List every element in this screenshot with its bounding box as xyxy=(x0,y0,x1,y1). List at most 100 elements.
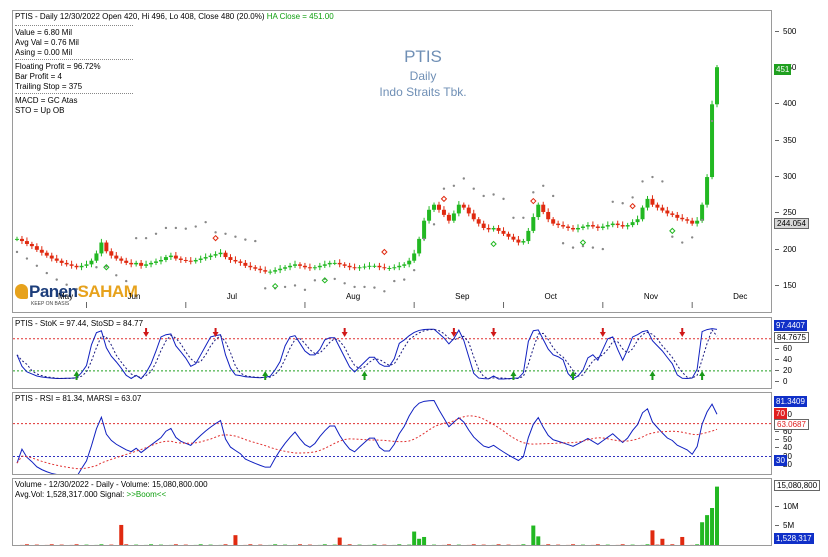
series-line-rsi xyxy=(16,400,718,474)
sar-dot xyxy=(492,193,495,196)
arrow-up-icon xyxy=(262,371,269,380)
candle-body xyxy=(635,219,640,223)
candle-body xyxy=(347,265,352,268)
marsi-tag: 63.0687 xyxy=(774,419,809,430)
rsi-info: PTIS - RSI = 81.34, MARSI = 63.07 xyxy=(15,394,142,403)
volume-bar xyxy=(30,545,34,546)
series-line-stosd xyxy=(16,328,718,380)
candle-body xyxy=(168,255,173,258)
candle-body xyxy=(94,253,99,261)
arrow-up-icon xyxy=(510,371,517,380)
sar-dot xyxy=(671,235,674,238)
volume-bar xyxy=(268,544,273,545)
volume-bar xyxy=(546,544,551,545)
sar-dot xyxy=(621,202,624,205)
sar-dot xyxy=(482,194,485,198)
volume-pane[interactable]: Volume - 12/30/2022 - Daily - Volume: 15… xyxy=(12,478,772,546)
sar-dot xyxy=(571,246,575,249)
candle-body xyxy=(322,264,327,266)
stochastic-pane[interactable]: PTIS - StoK = 97.44, StoSD = 84.77 xyxy=(12,317,772,389)
candle-body xyxy=(471,213,476,220)
volume-bar xyxy=(55,545,59,546)
price-axis: 150200250300350400450500 xyxy=(773,10,828,313)
candle-body xyxy=(580,226,585,228)
volume-bar xyxy=(173,544,178,545)
volume-bar xyxy=(158,544,163,545)
arrow-up-icon xyxy=(73,371,80,380)
candle-body xyxy=(382,267,387,269)
candle-body xyxy=(188,260,193,262)
divider xyxy=(15,59,133,60)
rsi-tag: 81.3409 xyxy=(774,396,807,407)
candle-body xyxy=(650,198,655,205)
candle-body xyxy=(690,220,695,224)
sar-dot xyxy=(412,268,416,272)
volume-bar xyxy=(322,544,327,545)
candle-body xyxy=(29,243,34,247)
sar-dot xyxy=(15,250,19,254)
axis-tick-label: 60 xyxy=(783,344,792,354)
sar-dot xyxy=(551,194,555,198)
sar-dot xyxy=(95,266,98,269)
sar-dot xyxy=(85,286,88,289)
axis-tick xyxy=(775,139,779,141)
sar-dot xyxy=(55,278,58,281)
volume-bar xyxy=(566,544,571,545)
candle-body xyxy=(238,261,243,263)
volume-bar xyxy=(99,544,104,545)
volume-bar xyxy=(526,545,530,546)
candle-body xyxy=(640,207,645,220)
candle-body xyxy=(441,209,446,215)
volume-bar xyxy=(422,536,427,545)
sar-dot xyxy=(690,236,694,239)
price-tick-label: 150 xyxy=(783,281,797,291)
sar-dot xyxy=(125,279,128,283)
trailing-stop-text: Trailing Stop = 375 xyxy=(15,82,83,91)
stochastic-chart xyxy=(13,328,771,380)
volume-bar xyxy=(204,545,208,546)
candle-body xyxy=(263,270,268,272)
sar-dot xyxy=(522,216,525,219)
volume-bar xyxy=(417,538,422,545)
volume-tick-label: 10M xyxy=(783,501,799,511)
volume-tick-label: 5M xyxy=(783,521,795,531)
sar-dot xyxy=(353,285,356,289)
sar-dot xyxy=(432,223,436,226)
rsi-pane[interactable]: PTIS - RSI = 81.34, MARSI = 63.07 xyxy=(12,392,772,475)
sar-dot xyxy=(254,239,257,243)
sar-dot xyxy=(681,241,684,244)
candle-body xyxy=(183,259,188,261)
candle-body xyxy=(283,267,288,269)
sar-dot xyxy=(75,287,78,291)
candle-body xyxy=(362,266,367,268)
axis-tick xyxy=(775,248,779,250)
axis-tick xyxy=(775,30,779,32)
month-label: Dec xyxy=(733,292,748,301)
rsi-chart xyxy=(13,400,771,474)
candle-body xyxy=(248,265,253,268)
logo-text: PanenSAHAM xyxy=(29,282,138,301)
sar-dot xyxy=(403,278,406,281)
sar-dot xyxy=(154,232,158,235)
buy-signal-icon xyxy=(103,264,110,271)
sell-signal-icon xyxy=(440,195,448,203)
candle-body xyxy=(546,211,551,220)
candle-body xyxy=(417,238,422,254)
sell-signal-icon xyxy=(530,197,537,205)
volume-bar xyxy=(491,544,496,545)
axis-tick-label: 50 xyxy=(783,435,792,445)
sar-dot xyxy=(422,237,426,241)
price-pane[interactable]: PTIS - Daily 12/30/2022 Open 420, Hi 496… xyxy=(12,10,772,313)
price-tick-label: 500 xyxy=(783,26,797,36)
candle-body xyxy=(104,242,109,252)
sar-dot xyxy=(184,227,187,230)
volume-bar xyxy=(521,544,526,545)
candle-body xyxy=(526,230,531,242)
sar-dot xyxy=(224,232,227,235)
candle-body xyxy=(680,217,685,220)
candle-body xyxy=(342,264,347,266)
volume-bar xyxy=(650,530,655,545)
candle-body xyxy=(109,251,114,256)
candle-body xyxy=(357,267,362,269)
candle-body xyxy=(64,262,69,265)
